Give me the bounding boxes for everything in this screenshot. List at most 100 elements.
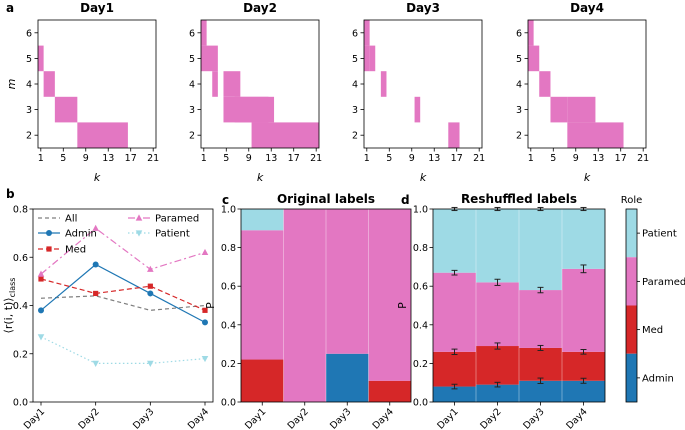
heatmap-cell	[567, 122, 624, 148]
bar-segment-med	[476, 346, 519, 385]
series-admin	[38, 261, 208, 326]
x-tick-label: 9	[246, 153, 252, 164]
data-point-med	[202, 307, 208, 313]
heatmap-cell	[223, 71, 241, 97]
bar-segment-med	[519, 347, 562, 381]
legend-label: Admin	[65, 229, 97, 240]
bar-segment-med	[368, 380, 411, 402]
x-tick-label: 13	[102, 153, 114, 164]
bar-segment-admin	[562, 380, 605, 402]
heatmap-cell	[201, 20, 207, 46]
x-tick-label: 13	[592, 153, 604, 164]
x-tick-label: Day4	[371, 406, 396, 430]
heatmap-cell	[414, 96, 421, 123]
data-point-admin	[147, 290, 154, 297]
legend-label: Paramed	[155, 214, 199, 225]
heatmap-cell	[43, 71, 55, 97]
x-tick-label: 13	[265, 153, 277, 164]
legend-entry-admin: Admin	[38, 229, 97, 240]
x-tick-label: 5	[60, 153, 66, 164]
plot-frame	[432, 208, 606, 403]
heatmap-cell	[550, 96, 568, 123]
x-tick-label: 13	[428, 153, 440, 164]
panel-b-line-chart: 0.0 0.2 0.4 0.6 0.8 Day1 Day2 Day3 Day4 ⟨r(i, t)⟩…	[2, 205, 214, 430]
x-tick-label: Day1	[243, 406, 268, 430]
panel-letter-b: b	[6, 187, 15, 201]
y-tick-label: 6	[26, 28, 32, 39]
x-tick-label: Day2	[478, 406, 503, 430]
colorbar-segment-patient	[626, 209, 637, 258]
data-point-admin	[202, 319, 208, 326]
colorbar-segment-admin	[626, 353, 637, 402]
bar-segment-paramed	[283, 209, 326, 402]
x-tick-label: 21	[147, 153, 159, 164]
legend-marker	[46, 246, 52, 252]
bar-segment-patient	[433, 209, 476, 273]
y-tick-label: 6	[189, 28, 195, 39]
series-line-patient	[40, 336, 206, 364]
bar-segment-admin	[519, 380, 562, 402]
y-tick-label: 0.4	[13, 301, 28, 312]
bar-segment-admin	[476, 384, 519, 402]
colorbar-label: Paramed	[642, 277, 685, 288]
data-point-patient	[37, 334, 45, 341]
x-tick-label: 1	[38, 153, 44, 164]
x-tick-label: 9	[573, 153, 579, 164]
x-tick-label: 17	[288, 153, 300, 164]
heatmap-cell	[364, 45, 370, 72]
y-tick-label: 0.6	[413, 282, 428, 293]
x-tick-label: Day1	[435, 406, 460, 430]
data-point-med	[38, 276, 44, 282]
series-line-paramed	[40, 227, 206, 275]
heatmap-cell	[251, 122, 319, 148]
y-tick-label: 4	[352, 80, 358, 91]
legend-entry-patient: Patient	[128, 229, 190, 240]
panel-letter-c: c	[222, 193, 229, 207]
data-point-admin	[38, 307, 44, 314]
heatmap-cell	[380, 71, 387, 97]
y-tick-label: 0.8	[221, 243, 236, 254]
bar-segment-paramed	[241, 230, 284, 360]
legend-label: Med	[65, 245, 86, 256]
bar-segment-med	[241, 359, 284, 402]
y-tick-label: 2	[189, 131, 195, 142]
x-tick-label: 1	[528, 153, 534, 164]
legend-marker	[46, 230, 52, 236]
heatmap-cell	[528, 45, 540, 72]
x-tick-label: 1	[201, 153, 207, 164]
x-tick-label: 1	[364, 153, 370, 164]
bar-segment-paramed	[433, 272, 476, 352]
y-tick-label: 5	[26, 54, 32, 65]
plot-frame	[240, 208, 412, 403]
data-point-patient	[201, 355, 209, 363]
bar-segment-med	[562, 351, 605, 381]
legend-label: Patient	[155, 229, 190, 240]
y-tick-label: 5	[516, 54, 522, 65]
bar-segment-patient	[476, 209, 519, 283]
series-med	[38, 276, 208, 313]
colorbar-label: Patient	[642, 229, 677, 240]
x-tick-label: Day2	[286, 406, 311, 430]
heatmap-cell	[77, 122, 128, 148]
series-paramed	[37, 224, 209, 277]
data-point-paramed	[147, 265, 154, 272]
x-tick-label: 21	[637, 153, 649, 164]
y-tick-label: 3	[26, 105, 32, 116]
heatmap-cell	[369, 45, 376, 72]
bar-segment-med	[433, 351, 476, 387]
x-tick-label: 21	[310, 153, 322, 164]
bar-segment-paramed	[326, 209, 369, 354]
heatmap-cell	[528, 20, 534, 46]
x-tick-label: 5	[386, 153, 392, 164]
y-tick-label: 0.8	[413, 243, 428, 254]
chart-title: Reshuffled labels	[461, 192, 577, 206]
heatmap-day3: Day3 1 5 9 13 17 21 2 3 4 5 6 k	[352, 1, 485, 184]
y-tick-label: 3	[516, 105, 522, 116]
panel-c-original-labels-chart: Original labels 0.0 0.2 0.4 0.6 0.8 1.0 Day1 Day…	[204, 192, 412, 430]
heatmap-day1: Day1 1 5 9 13 17 21 2 3 4 5 6 k m	[5, 1, 159, 184]
legend-entry-med: Med	[38, 245, 86, 256]
heatmap-title: Day4	[570, 1, 604, 15]
y-tick-label: 0.2	[221, 359, 236, 370]
y-tick-label: 2	[26, 131, 32, 142]
